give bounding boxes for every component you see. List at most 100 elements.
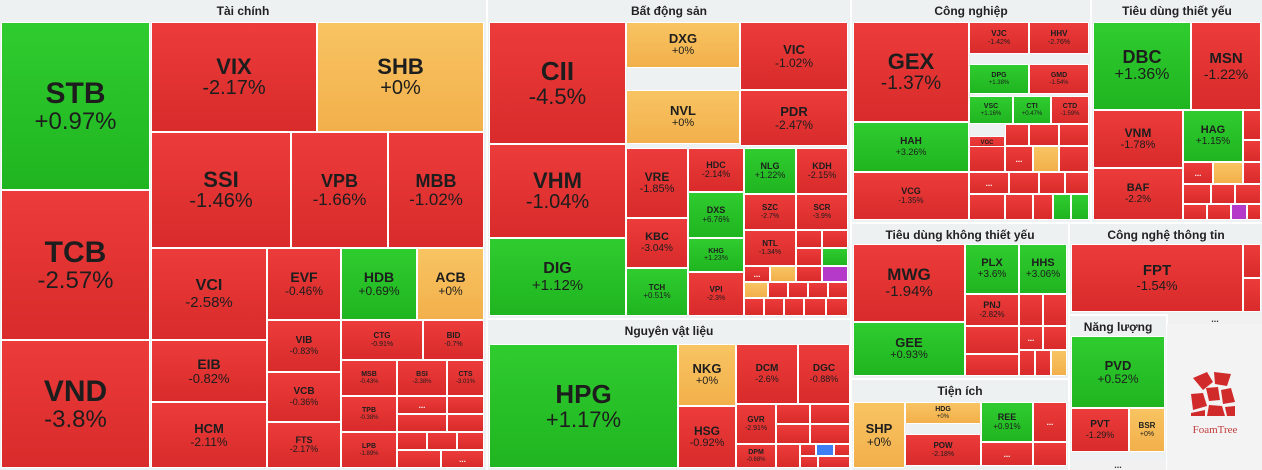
small-stock-cell[interactable] xyxy=(1183,204,1207,220)
stock-cell-cts[interactable]: CTS -3.01% xyxy=(447,360,484,396)
stock-cell-dcm[interactable]: DCM -2.6% xyxy=(736,344,798,404)
small-stock-cell[interactable] xyxy=(818,456,850,468)
sector-group-tien-ich[interactable]: Tiện ích SHP +0% HDG +0% REE +0.91% POW -2.18%..… xyxy=(852,380,1068,470)
stock-cell-ree[interactable]: REE +0.91% xyxy=(981,402,1033,442)
stock-cell-ssi[interactable]: SSI -1.46% xyxy=(151,132,291,248)
stock-cell-gvr[interactable]: GVR -2.91% xyxy=(736,404,776,444)
stock-cell-nlg[interactable]: NLG +1.22% xyxy=(744,148,796,194)
small-stock-cell[interactable] xyxy=(800,456,818,468)
stock-cell-dpg[interactable]: DPG +1.38% xyxy=(969,64,1029,94)
stock-cell-tcb[interactable]: TCB -2.57% xyxy=(1,190,150,340)
stock-cell-hcm[interactable]: HCM -2.11% xyxy=(151,402,267,468)
small-stock-cell[interactable] xyxy=(744,282,768,298)
small-stock-cell[interactable] xyxy=(776,404,810,424)
small-stock-cell[interactable] xyxy=(804,298,826,316)
small-stock-cell[interactable] xyxy=(1005,124,1029,146)
small-stock-cell[interactable] xyxy=(1071,194,1089,220)
stock-cell-vsc[interactable]: VSC +1.16% xyxy=(969,96,1013,124)
small-stock-cell[interactable] xyxy=(1183,184,1211,204)
stock-cell-dpm[interactable]: DPM -0.68% xyxy=(736,444,776,468)
stock-cell-pvt[interactable]: PVT -1.29% xyxy=(1071,408,1129,452)
small-stock-cell[interactable] xyxy=(1247,204,1261,220)
sector-group-tieu-dung-thiet-yeu[interactable]: Tiêu dùng thiết yếu DBC +1.36% MSN -1.22% VNM… xyxy=(1092,0,1262,222)
stock-cell-dxg[interactable]: DXG +0% xyxy=(626,22,740,68)
small-stock-cell[interactable] xyxy=(1019,294,1043,326)
small-stock-cell[interactable] xyxy=(447,414,484,432)
stock-cell-kdh[interactable]: KDH -2.15% xyxy=(796,148,848,194)
stock-cell-pnj[interactable]: PNJ -2.82% xyxy=(965,294,1019,326)
stock-cell-pdr[interactable]: PDR -2.47% xyxy=(740,90,848,146)
sector-group-nang-luong[interactable]: Năng lượng PVD +0.52% PVT -1.29% BSR +0% xyxy=(1070,316,1166,470)
sector-group-cong-nghe-thong-tin[interactable]: Công nghệ thông tin FPT -1.54% xyxy=(1070,224,1262,314)
small-stock-cell[interactable] xyxy=(447,396,484,414)
small-stock-cell[interactable] xyxy=(1059,146,1089,172)
small-stock-cell[interactable] xyxy=(441,450,484,468)
stock-cell-msn[interactable]: MSN -1.22% xyxy=(1191,22,1261,110)
stock-cell-vcb[interactable]: VCB -0.36% xyxy=(267,372,341,422)
small-stock-cell[interactable] xyxy=(1005,194,1033,220)
stock-cell-nkg[interactable]: NKG +0% xyxy=(678,344,736,406)
small-stock-cell[interactable] xyxy=(1243,162,1261,184)
small-stock-cell[interactable] xyxy=(1243,244,1261,278)
stock-cell-plx[interactable]: PLX +3.6% xyxy=(965,244,1019,294)
sector-group-cong-nghiep[interactable]: Công nghiệp GEX -1.37% VJC -1.42% HHV -2.76% DP… xyxy=(852,0,1090,222)
stock-cell-dig[interactable]: DIG +1.12% xyxy=(489,238,626,316)
stock-cell-msb[interactable]: MSB -0.43% xyxy=(341,360,397,396)
small-stock-cell[interactable] xyxy=(965,354,1019,376)
small-stock-cell[interactable] xyxy=(1053,194,1071,220)
stock-cell-vic[interactable]: VIC -1.02% xyxy=(740,22,848,90)
stock-cell-vnm[interactable]: VNM -1.78% xyxy=(1093,110,1183,168)
small-stock-cell[interactable] xyxy=(816,444,834,456)
stock-cell-bsi[interactable]: BSI -2.38% xyxy=(397,360,447,396)
stock-cell-gee[interactable]: GEE +0.93% xyxy=(853,322,965,376)
small-stock-cell[interactable] xyxy=(826,298,848,316)
stock-cell-hdc[interactable]: HDC -2.14% xyxy=(688,148,744,192)
small-stock-cell[interactable] xyxy=(1211,184,1235,204)
sector-group-bat-dong-san[interactable]: Bất động sản CII -4.5% VHM -1.04% DIG +1.12% DX… xyxy=(488,0,850,318)
stock-cell-hag[interactable]: HAG +1.15% xyxy=(1183,110,1243,162)
small-stock-cell[interactable] xyxy=(397,396,447,414)
small-stock-cell[interactable] xyxy=(770,266,796,282)
small-stock-cell[interactable] xyxy=(744,266,770,282)
stock-cell-vre[interactable]: VRE -1.85% xyxy=(626,148,688,218)
stock-cell-ntl[interactable]: NTL -1.34% xyxy=(744,230,796,266)
stock-cell-vib[interactable]: VIB -0.83% xyxy=(267,320,341,372)
small-stock-cell[interactable] xyxy=(834,444,850,456)
stock-cell-dxs[interactable]: DXS +6.76% xyxy=(688,192,744,238)
small-stock-cell[interactable] xyxy=(1005,146,1033,172)
stock-cell-fts[interactable]: FTS -2.17% xyxy=(267,422,341,468)
small-stock-cell[interactable] xyxy=(1019,350,1035,376)
stock-cell-vcg[interactable]: VCG -1.35% xyxy=(853,172,969,220)
small-stock-cell[interactable] xyxy=(822,230,848,248)
stock-cell-pow[interactable]: POW -2.18% xyxy=(905,434,981,466)
small-stock-cell[interactable] xyxy=(1065,172,1089,194)
small-stock-cell[interactable] xyxy=(808,282,828,298)
stock-cell-scr[interactable]: SCR -3.9% xyxy=(796,194,848,230)
small-stock-cell[interactable] xyxy=(969,172,1009,194)
small-stock-cell[interactable] xyxy=(764,298,784,316)
small-stock-cell[interactable] xyxy=(969,146,1005,172)
stock-cell-vjc[interactable]: VJC -1.42% xyxy=(969,22,1029,54)
small-stock-cell[interactable] xyxy=(1043,326,1067,350)
stock-cell-hpg[interactable]: HPG +1.17% xyxy=(489,344,678,468)
stock-cell-hdb[interactable]: HDB +0.69% xyxy=(341,248,417,320)
small-stock-cell[interactable] xyxy=(1033,146,1059,172)
small-stock-cell[interactable] xyxy=(1231,204,1247,220)
small-stock-cell[interactable] xyxy=(788,282,808,298)
small-stock-cell[interactable] xyxy=(1029,124,1059,146)
stock-cell-hdg[interactable]: HDG +0% xyxy=(905,402,981,424)
small-stock-cell[interactable] xyxy=(744,298,764,316)
small-stock-cell[interactable] xyxy=(1213,162,1243,184)
stock-cell-dbc[interactable]: DBC +1.36% xyxy=(1093,22,1191,110)
stock-cell-vci[interactable]: VCI -2.58% xyxy=(151,248,267,340)
small-stock-cell[interactable] xyxy=(1059,124,1089,146)
small-stock-cell[interactable] xyxy=(397,414,447,432)
sector-group-tai-chinh[interactable]: Tài chính STB +0.97% TCB -2.57% VND -3.8% VIX -2… xyxy=(0,0,486,470)
small-stock-cell[interactable] xyxy=(1051,350,1067,376)
stock-cell-vix[interactable]: VIX -2.17% xyxy=(151,22,317,132)
small-stock-cell[interactable] xyxy=(1243,110,1261,140)
stock-cell-baf[interactable]: BAF -2.2% xyxy=(1093,168,1183,220)
stock-cell-acb[interactable]: ACB +0% xyxy=(417,248,484,320)
stock-cell-stb[interactable]: STB +0.97% xyxy=(1,22,150,190)
stock-cell-pvd[interactable]: PVD +0.52% xyxy=(1071,336,1165,408)
